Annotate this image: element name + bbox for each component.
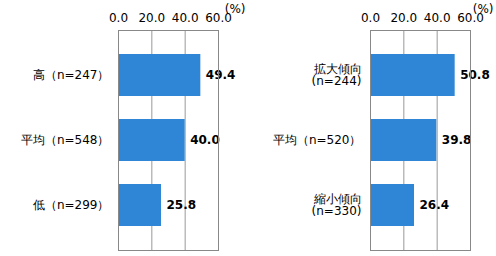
svg-text:25.8: 25.8 [167,198,197,212]
svg-text:低（n=299）: 低（n=299） [33,198,110,212]
svg-text:縮小傾向(n=330): 縮小傾向(n=330) [312,192,362,218]
svg-text:20.0: 20.0 [138,11,165,25]
svg-text:0.0: 0.0 [361,11,380,25]
svg-text:20.0: 20.0 [390,11,417,25]
svg-text:40.0: 40.0 [424,11,451,25]
svg-text:40.0: 40.0 [172,11,199,25]
svg-text:平均（n=520）: 平均（n=520） [273,133,362,147]
svg-text:(%): (%) [473,2,494,16]
svg-text:拡大傾向(n=244): 拡大傾向(n=244) [312,62,362,88]
svg-text:26.4: 26.4 [420,198,450,212]
svg-text:40.0: 40.0 [190,133,220,147]
svg-text:0.0: 0.0 [109,11,128,25]
svg-text:39.8: 39.8 [442,133,472,147]
svg-text:60.0: 60.0 [205,10,232,25]
svg-text:(%): (%) [225,2,246,16]
svg-text:60.0: 60.0 [457,10,484,25]
svg-text:50.8: 50.8 [460,68,490,82]
svg-text:49.4: 49.4 [206,68,236,82]
svg-text:高（n=247）: 高（n=247） [33,68,110,82]
svg-text:平均（n=548）: 平均（n=548） [21,133,110,147]
